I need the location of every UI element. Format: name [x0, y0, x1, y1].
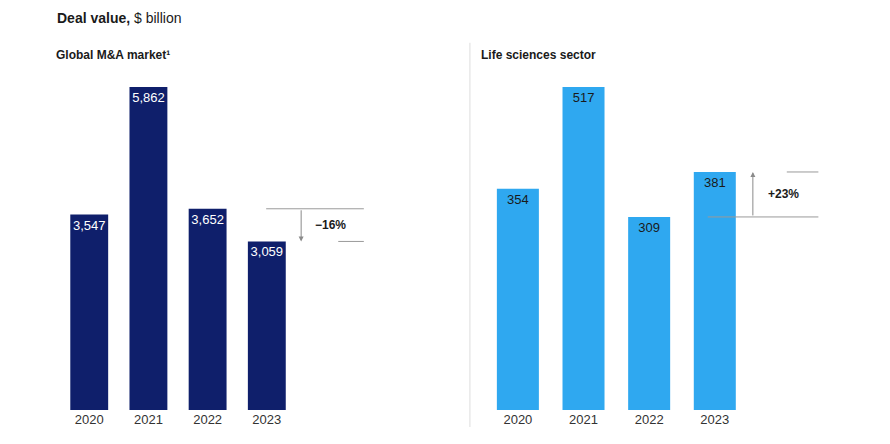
- svg-text:2023: 2023: [700, 412, 729, 427]
- svg-text:2021: 2021: [569, 412, 598, 427]
- svg-text:2023: 2023: [252, 412, 281, 427]
- svg-text:Deal value, $ billion: Deal value, $ billion: [57, 10, 182, 26]
- svg-text:2022: 2022: [193, 412, 222, 427]
- svg-text:Global M&A market¹: Global M&A market¹: [56, 48, 170, 62]
- svg-text:354: 354: [507, 192, 529, 207]
- svg-text:2021: 2021: [134, 412, 163, 427]
- svg-text:5,862: 5,862: [132, 90, 165, 105]
- svg-text:381: 381: [704, 175, 726, 190]
- svg-text:2020: 2020: [75, 412, 104, 427]
- svg-text:3,547: 3,547: [73, 218, 106, 233]
- svg-text:2022: 2022: [635, 412, 664, 427]
- svg-text:3,059: 3,059: [251, 244, 284, 259]
- svg-text:−16%: −16%: [315, 218, 346, 232]
- svg-text:517: 517: [573, 90, 595, 105]
- svg-text:2020: 2020: [503, 412, 532, 427]
- svg-text:+23%: +23%: [768, 187, 799, 201]
- svg-text:3,652: 3,652: [191, 212, 224, 227]
- svg-text:Life sciences sector: Life sciences sector: [481, 48, 596, 62]
- svg-text:309: 309: [638, 220, 660, 235]
